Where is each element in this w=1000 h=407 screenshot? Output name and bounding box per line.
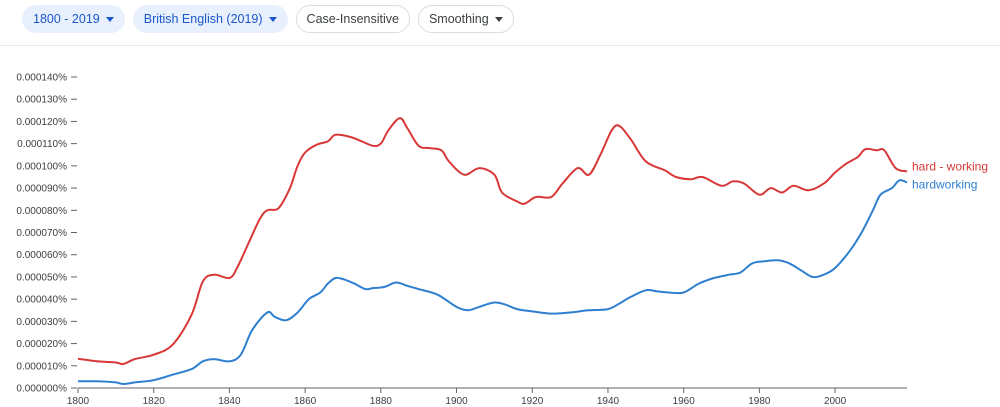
smoothing-dropdown[interactable]: Smoothing <box>417 5 514 33</box>
x-tick-label: 1940 <box>597 396 620 407</box>
x-tick-label: 1900 <box>445 396 468 407</box>
y-tick-label: 0.000000% <box>16 384 67 395</box>
y-axis: 0.000000% 0.000010% 0.000020% 0.000030% 0.00… <box>16 73 77 395</box>
y-tick-label: 0.000140% <box>16 73 67 84</box>
date-range-label: 1800 - 2019 <box>33 12 100 26</box>
x-tick-label: 1880 <box>370 396 393 407</box>
smoothing-label: Smoothing <box>428 12 489 26</box>
y-tick-label: 0.000110% <box>17 139 67 150</box>
series-line-hardworking[interactable] <box>77 179 908 385</box>
y-tick-label: 0.000060% <box>16 250 67 261</box>
y-tick-label: 0.000090% <box>16 184 67 195</box>
x-tick-label: 1860 <box>294 396 317 407</box>
corpus-label: British English (2019) <box>143 12 263 26</box>
chevron-down-icon <box>268 16 277 22</box>
series-line-hard-working[interactable] <box>77 117 908 366</box>
x-tick-label: 1980 <box>748 396 771 407</box>
y-tick-label: 0.000130% <box>16 95 67 106</box>
case-insensitive-label: Case-Insensitive <box>306 12 399 26</box>
x-tick-label: 1800 <box>67 396 90 407</box>
corpus-dropdown[interactable]: British English (2019) <box>132 5 288 33</box>
x-tick-label: 1920 <box>521 396 544 407</box>
y-tick-label: 0.000080% <box>16 206 67 217</box>
chevron-down-icon <box>494 16 503 22</box>
y-tick-label: 0.000030% <box>16 317 67 328</box>
x-axis: 1800 1820 1840 1860 1880 1900 1920 1940 1960 1980… <box>67 387 907 407</box>
series-labels: hard - working hardworking <box>912 159 988 191</box>
x-tick-label: 2000 <box>824 396 847 407</box>
case-insensitive-toggle[interactable]: Case-Insensitive <box>295 5 410 33</box>
y-tick-label: 0.000120% <box>16 117 67 128</box>
y-tick-label: 0.000100% <box>16 161 67 172</box>
series-label: hardworking <box>912 178 977 192</box>
x-tick-label: 1960 <box>673 396 696 407</box>
toolbar-divider <box>0 45 1000 46</box>
y-tick-label: 0.000040% <box>16 295 67 306</box>
y-tick-label: 0.000070% <box>16 228 67 239</box>
x-tick-label: 1840 <box>218 396 241 407</box>
toolbar: 1800 - 2019 British English (2019) Case-… <box>22 5 514 33</box>
chevron-down-icon <box>105 16 114 22</box>
x-tick-label: 1820 <box>143 396 166 407</box>
y-tick-label: 0.000050% <box>16 272 67 283</box>
y-tick-label: 0.000010% <box>16 361 67 372</box>
date-range-dropdown[interactable]: 1800 - 2019 <box>22 5 125 33</box>
series-lines <box>77 117 908 385</box>
y-tick-label: 0.000020% <box>16 339 67 350</box>
series-label: hard - working <box>912 159 988 173</box>
